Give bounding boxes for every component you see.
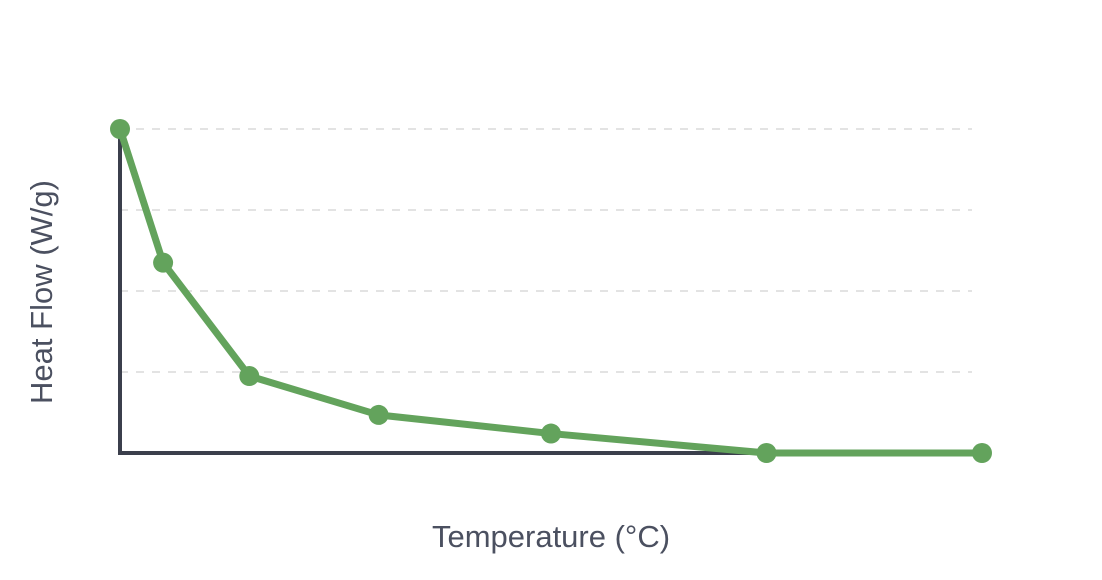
data-point — [541, 423, 561, 444]
series-layer — [110, 119, 992, 463]
data-point — [153, 252, 174, 273]
data-point — [110, 119, 130, 139]
x-axis-title: Temperature (°C) — [432, 519, 670, 554]
data-point — [239, 366, 260, 387]
y-axis-title: Heat Flow (W/g) — [24, 180, 59, 404]
grid-lines — [120, 128, 972, 373]
data-point — [972, 443, 992, 463]
data-point — [756, 443, 777, 463]
data-point — [368, 404, 389, 425]
